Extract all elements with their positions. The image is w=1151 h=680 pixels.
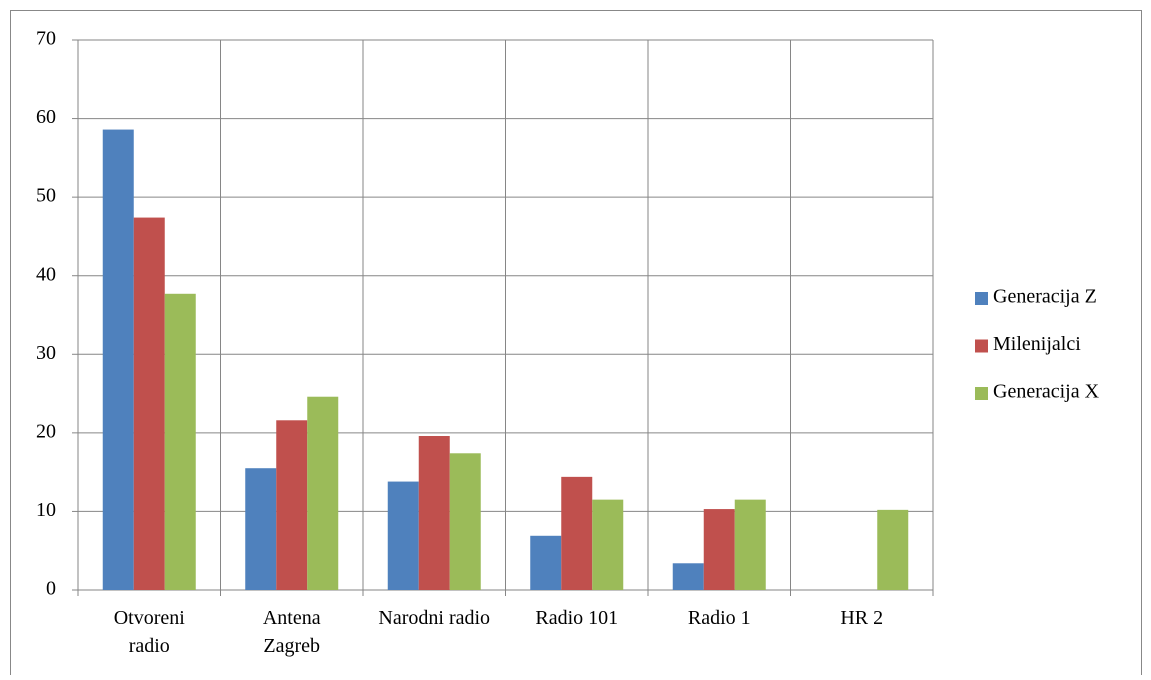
x-tick-label: Radio 1 [687, 607, 751, 629]
y-tick-label: 20 [36, 420, 56, 442]
bar [418, 436, 450, 590]
x-tick-label: Otvoreni radio [113, 607, 185, 657]
bar [164, 293, 196, 590]
bar [877, 509, 909, 590]
bar [530, 535, 562, 590]
bar [734, 499, 766, 590]
bar [245, 468, 277, 590]
x-tick-label: HR 2 [840, 607, 884, 629]
y-tick-label: 50 [36, 185, 56, 207]
bar [276, 420, 308, 590]
bar [592, 499, 624, 590]
legend-swatch [975, 292, 988, 305]
y-tick-label: 60 [36, 106, 56, 128]
bar [102, 129, 134, 591]
x-tick-label: Narodni radio [378, 607, 491, 629]
legend-label: Generacija X [993, 381, 1100, 403]
y-tick-label: 0 [46, 578, 56, 600]
bar [307, 396, 339, 590]
y-tick-label: 40 [36, 263, 56, 285]
bar [449, 453, 481, 590]
bar [387, 481, 419, 590]
x-tick-label: Radio 101 [535, 607, 619, 629]
bar [561, 476, 593, 590]
chart-border [10, 10, 1142, 680]
legend-label: Generacija Z [993, 286, 1097, 308]
legend-label: Milenijalci [993, 333, 1081, 355]
x-tick-label: Antena Zagreb [262, 607, 321, 657]
bar [672, 563, 704, 590]
y-tick-label: 70 [36, 28, 56, 50]
legend-swatch [975, 387, 988, 400]
y-tick-label: 30 [36, 342, 56, 364]
bar [133, 217, 165, 591]
legend-swatch [975, 339, 988, 353]
y-tick-label: 10 [36, 499, 56, 521]
bar [703, 509, 735, 590]
